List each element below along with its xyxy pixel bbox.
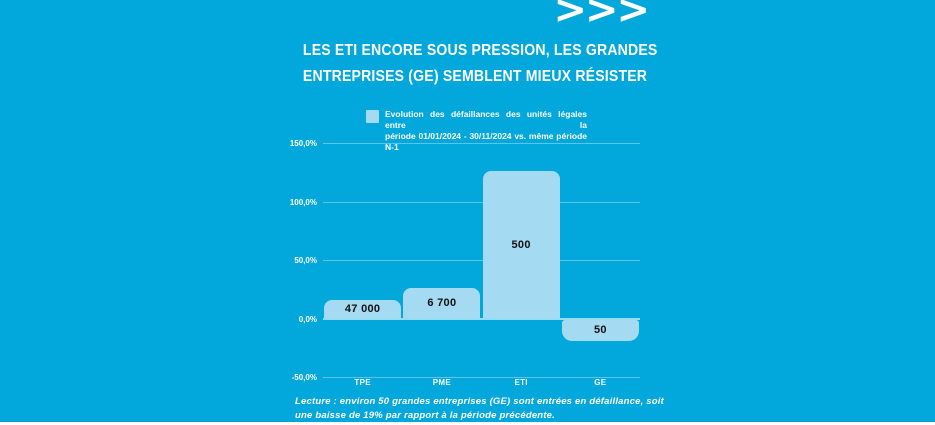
gridline [323,201,640,203]
chart-title-line1: LES ETI ENCORE SOUS PRESSION, LES GRANDE… [302,42,658,59]
chevrons-accent-icon: >>> [553,0,650,33]
y-axis-tick-label: -50,0% [291,373,317,382]
gridline [323,377,640,378]
y-axis-tick-label: 100,0% [289,197,317,207]
bar-ge: 50 [561,319,639,341]
gridline [323,143,640,144]
bar-value-label-eti: 500 [511,238,531,251]
x-axis-label-tpe: TPE [354,378,371,387]
reading-note: Lecture : environ 50 grandes entreprises… [295,395,695,423]
bar-value-label-ge: 50 [593,324,607,337]
y-axis-tick-label: 150,0% [289,139,317,148]
bar-tpe: 47 000 [324,299,402,319]
bar-value-label-pme: 6 700 [427,297,457,310]
legend-swatch-icon [366,110,379,123]
zero-axis-line [323,317,640,320]
x-axis-label-ge: GE [594,378,607,387]
x-axis-label-eti: ETI [514,378,528,387]
reading-note-line1: Lecture : environ 50 grandes entreprises… [295,396,664,407]
x-axis-label-pme: PME [432,378,451,387]
reading-note-line2: une baisse de 19% par rapport à la pério… [295,410,555,421]
chart-title-line2: ENTREPRISES (GE) SEMBLENT MIEUX RÉSISTER [302,68,648,85]
legend-label-line2: période 01/01/2024 - 30/11/2024 vs. même… [385,131,587,152]
gridline [323,260,640,261]
y-axis-tick-label: 0,0% [298,314,317,324]
bottom-divider [0,422,935,425]
bar-value-label-tpe: 47 000 [344,303,381,316]
bar-eti: 500 [482,171,560,319]
bar-pme: 6 700 [403,288,481,319]
chart-legend: Evolution des défaillances des unités lé… [366,109,596,153]
legend-label-line1: Evolution des défaillances des unités lé… [385,109,587,130]
legend-label: Evolution des défaillances des unités lé… [385,109,587,153]
chart-title: LES ETI ENCORE SOUS PRESSION, LES GRANDE… [280,38,662,90]
y-axis-tick-label: 50,0% [294,256,317,265]
